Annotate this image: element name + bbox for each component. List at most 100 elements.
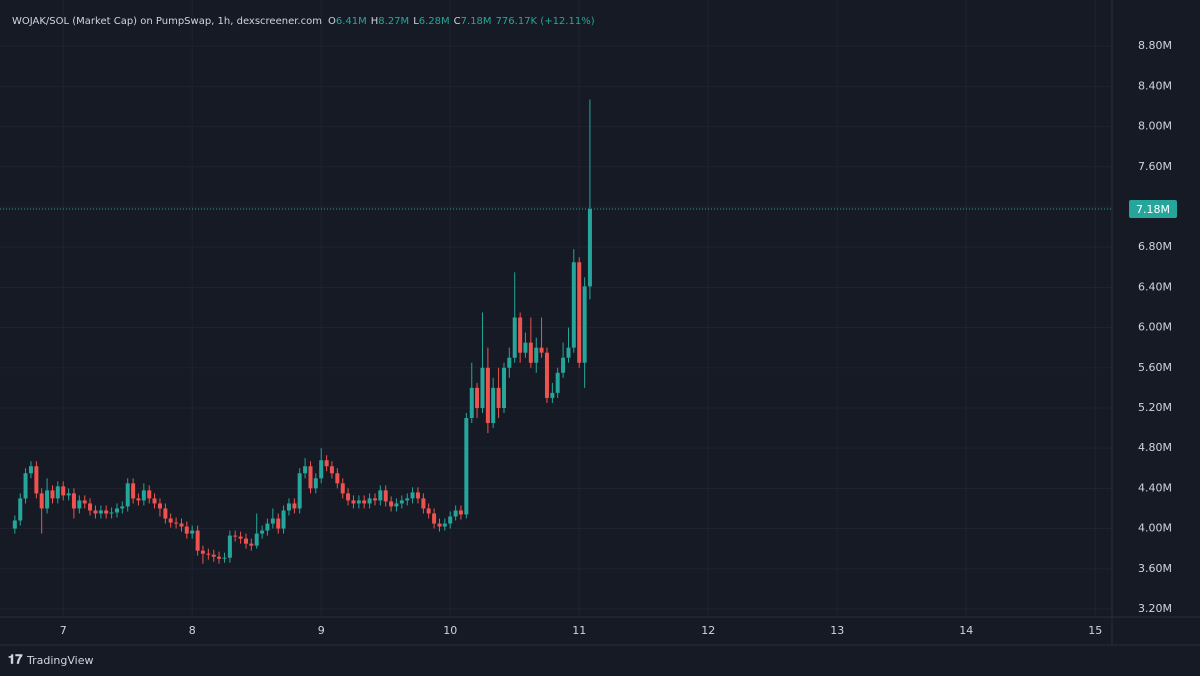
candle-body bbox=[179, 523, 184, 527]
candle-body bbox=[561, 357, 566, 373]
candle-body bbox=[534, 347, 539, 363]
candle-body bbox=[464, 418, 469, 515]
candle-body bbox=[313, 478, 318, 489]
candle-body bbox=[238, 536, 243, 539]
legend-key: L bbox=[413, 16, 419, 27]
candle-body bbox=[340, 483, 345, 494]
candle-body bbox=[383, 490, 388, 502]
candle-body bbox=[437, 523, 442, 527]
candle-body bbox=[555, 372, 560, 393]
candle-body bbox=[502, 367, 507, 408]
candle-body bbox=[88, 503, 93, 511]
x-tick-label: 10 bbox=[443, 624, 457, 637]
candle-body bbox=[539, 347, 544, 353]
legend-key: O bbox=[328, 16, 336, 27]
candle-body bbox=[265, 523, 270, 531]
candle-body bbox=[389, 501, 394, 507]
y-tick-label: 8.40M bbox=[1138, 79, 1172, 92]
watermark: 𝟏𝟕 TradingView bbox=[8, 653, 93, 668]
candle-body bbox=[512, 317, 517, 358]
candle-body bbox=[453, 510, 458, 517]
candle-body bbox=[82, 500, 87, 504]
candle-body bbox=[93, 510, 98, 514]
candle-body bbox=[432, 513, 437, 524]
candle-body bbox=[55, 486, 60, 499]
candle-body bbox=[12, 520, 17, 529]
candle-body bbox=[373, 498, 378, 501]
candle-body bbox=[152, 498, 157, 504]
candle-body bbox=[410, 492, 415, 499]
candle-body bbox=[200, 550, 205, 554]
candle-body bbox=[23, 473, 28, 499]
candle-body bbox=[577, 262, 582, 363]
candle-body bbox=[426, 508, 431, 514]
candle-body bbox=[260, 530, 265, 534]
y-tick-label: 6.00M bbox=[1138, 321, 1172, 334]
candle-body bbox=[45, 490, 50, 509]
candle-body bbox=[190, 530, 195, 534]
candle-body bbox=[496, 387, 501, 408]
candle-body bbox=[120, 506, 125, 509]
chart-header: WOJAK/SOL (Market Cap) on PumpSwap, 1h, … bbox=[12, 16, 595, 27]
candle-body bbox=[131, 483, 136, 499]
candle-body bbox=[297, 473, 302, 509]
candle-body bbox=[249, 543, 254, 546]
y-tick-label: 8.00M bbox=[1138, 120, 1172, 133]
candle-body bbox=[399, 500, 404, 504]
candle-body bbox=[227, 535, 232, 558]
candle-body bbox=[491, 387, 496, 424]
candle-body bbox=[28, 466, 33, 474]
candle-body bbox=[195, 530, 200, 551]
candle-body bbox=[286, 503, 291, 511]
candle-body bbox=[50, 490, 55, 499]
y-tick-label: 6.80M bbox=[1138, 240, 1172, 253]
candle-body bbox=[544, 352, 549, 398]
candle-body bbox=[587, 208, 592, 287]
y-tick-label: 5.20M bbox=[1138, 401, 1172, 414]
candle-body bbox=[281, 510, 286, 529]
candle-body bbox=[270, 518, 275, 524]
candle-body bbox=[415, 492, 420, 499]
candle-body bbox=[582, 286, 587, 363]
legend-key: C bbox=[454, 16, 461, 27]
candle-body bbox=[351, 500, 356, 504]
legend-value: 7.18M bbox=[461, 16, 492, 27]
y-tick-label: 4.00M bbox=[1138, 522, 1172, 535]
x-tick-label: 9 bbox=[318, 624, 325, 637]
candle-body bbox=[115, 508, 120, 513]
candle-body bbox=[109, 512, 114, 514]
grid bbox=[0, 0, 1112, 617]
y-tick-label: 4.80M bbox=[1138, 441, 1172, 454]
candle-body bbox=[174, 522, 179, 524]
logo-mark: 𝟏𝟕 bbox=[8, 653, 23, 668]
candle-body bbox=[518, 317, 523, 353]
legend-key: H bbox=[371, 16, 379, 27]
candle-body bbox=[66, 493, 71, 496]
legend-value: 8.27M bbox=[378, 16, 409, 27]
candle-body bbox=[356, 500, 361, 504]
x-tick-label: 13 bbox=[830, 624, 844, 637]
candle-body bbox=[303, 466, 308, 474]
candle-body bbox=[329, 466, 334, 474]
x-tick-label: 15 bbox=[1088, 624, 1102, 637]
y-tick-label: 8.80M bbox=[1138, 39, 1172, 52]
candle-body bbox=[141, 490, 146, 501]
candle-body bbox=[34, 466, 39, 494]
candle-body bbox=[254, 533, 259, 546]
candle-body bbox=[157, 503, 162, 509]
y-tick-label: 4.40M bbox=[1138, 481, 1172, 494]
x-tick-label: 8 bbox=[189, 624, 196, 637]
y-tick-label: 3.20M bbox=[1138, 602, 1172, 615]
candle-body bbox=[233, 535, 238, 537]
y-tick-label: 7.60M bbox=[1138, 160, 1172, 173]
candle-body bbox=[485, 367, 490, 424]
candle-body bbox=[104, 510, 109, 514]
candle-body bbox=[523, 342, 528, 353]
candle-body bbox=[346, 493, 351, 501]
candle-body bbox=[528, 342, 533, 363]
candle-body bbox=[292, 503, 297, 509]
candle-body bbox=[458, 510, 463, 515]
